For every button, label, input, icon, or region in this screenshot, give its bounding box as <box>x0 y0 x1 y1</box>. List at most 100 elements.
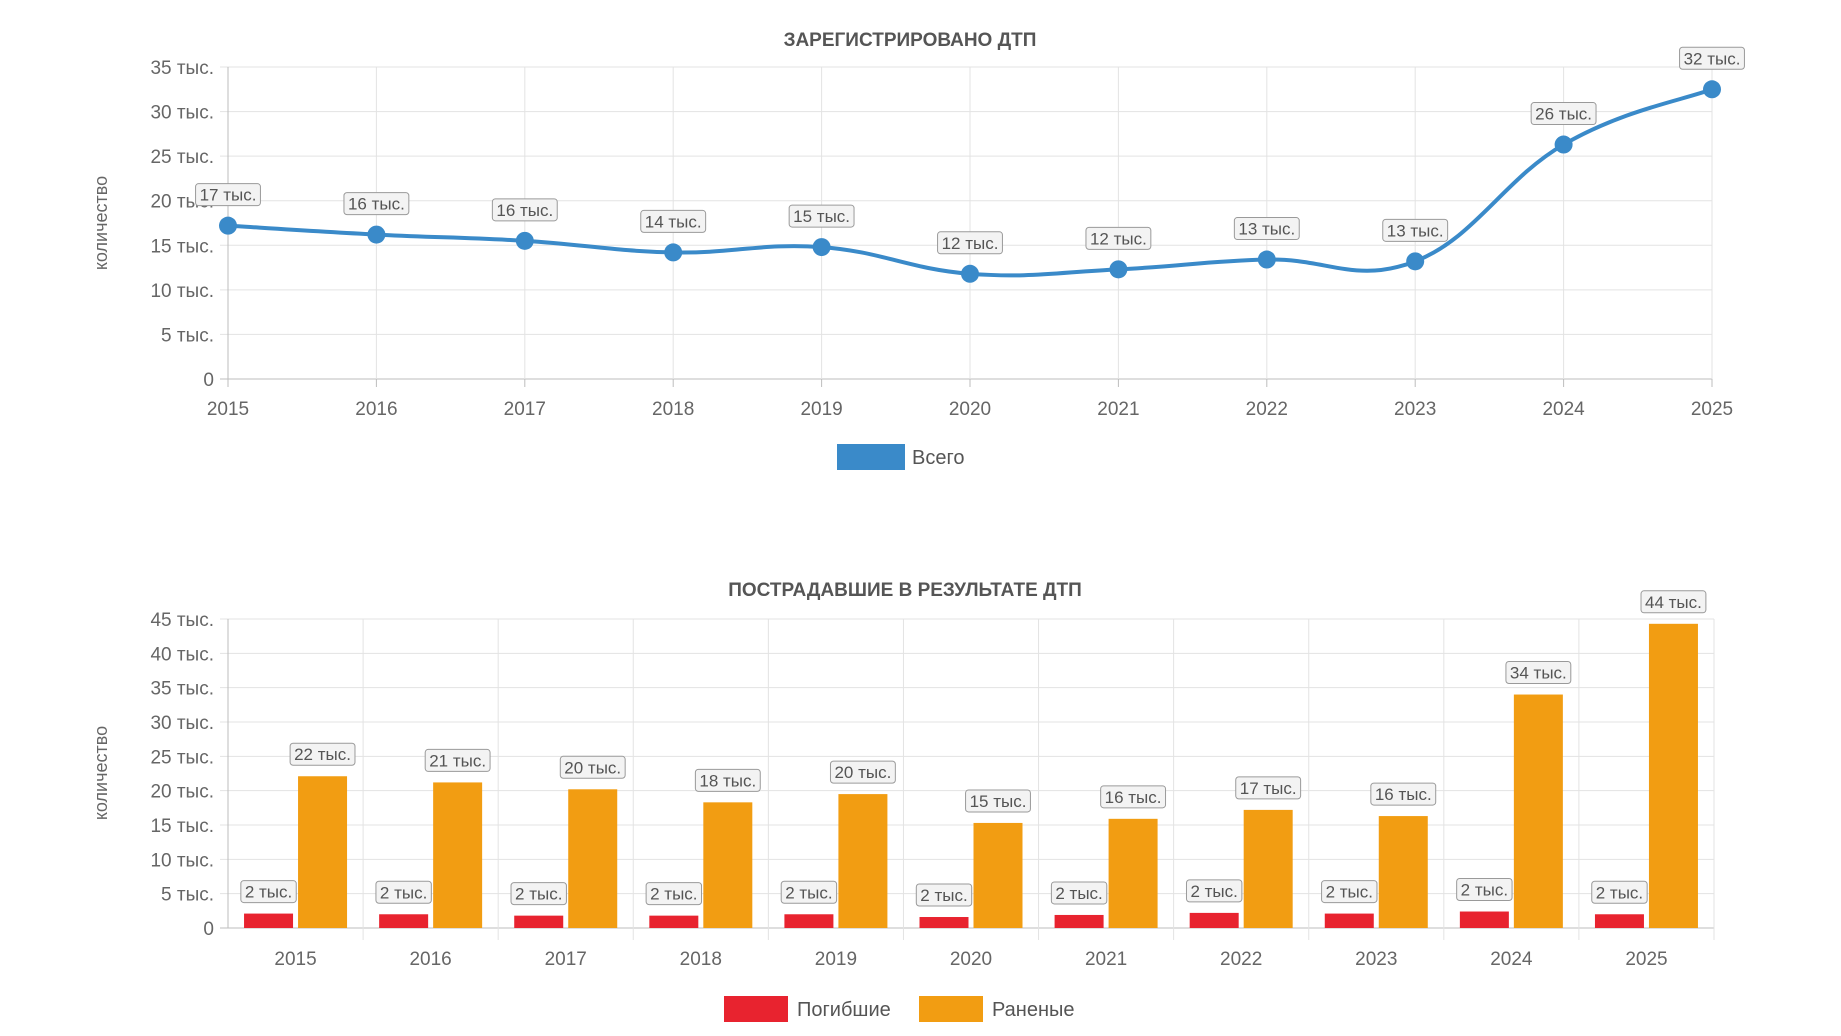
data-label-total-group: 17 тыс. <box>195 183 261 207</box>
data-label-total-box <box>343 192 410 216</box>
data-label-killed: 2 тыс. <box>1190 882 1237 901</box>
data-point-total <box>664 243 683 262</box>
y-tick-label: 30 тыс. <box>150 103 214 124</box>
data-label-killed: 2 тыс. <box>245 883 292 902</box>
data-label-killed-group: 2 тыс. <box>780 880 838 904</box>
bar-injured <box>433 782 483 928</box>
data-label-injured: 17 тыс. <box>1240 779 1297 798</box>
data-label-total: 14 тыс. <box>645 212 702 231</box>
y-tick-label: 15 тыс. <box>150 816 214 837</box>
data-point-total <box>1257 250 1276 269</box>
data-label-injured-box <box>424 748 491 772</box>
data-label-injured-box <box>694 768 761 792</box>
y-tick-label: 10 тыс. <box>150 281 214 302</box>
bar-injured <box>838 794 888 928</box>
data-label-killed: 2 тыс. <box>1596 883 1643 902</box>
y-tick-label: 30 тыс. <box>150 713 214 734</box>
bar-killed <box>1459 911 1509 928</box>
registered-accidents-line-chart: ЗАРЕГИСТРИРОВАНО ДТП количество 0 5 тыс. 10 … <box>91 30 1745 470</box>
data-label-injured-group: 17 тыс. <box>1235 776 1302 800</box>
data-label-killed: 2 тыс. <box>515 885 562 904</box>
bar-injured <box>1378 816 1428 928</box>
data-point-total <box>515 231 534 250</box>
x-tick-label: 2021 <box>1085 949 1127 970</box>
x-tick-label: 2020 <box>950 949 992 970</box>
x-tick-label: 2015 <box>274 949 316 970</box>
x-tick-label: 2016 <box>409 949 451 970</box>
y-axis-title: количество <box>91 176 111 270</box>
bar-killed <box>919 917 969 928</box>
x-tick-label: 2023 <box>1394 399 1436 420</box>
data-label-total-group: 14 тыс. <box>640 209 707 233</box>
data-label-total-group: 12 тыс. <box>937 231 1003 255</box>
data-label-killed-box <box>780 880 838 904</box>
data-label-killed-box <box>915 883 973 907</box>
data-label-injured-group: 20 тыс. <box>559 755 626 779</box>
legend-swatch-total <box>837 444 905 470</box>
data-label-total: 16 тыс. <box>348 195 405 214</box>
y-tick-label: 35 тыс. <box>150 58 214 79</box>
x-tick-label: 2025 <box>1691 399 1733 420</box>
data-label-total-box <box>1233 217 1300 241</box>
data-label-killed: 2 тыс. <box>1326 883 1373 902</box>
y-axis-title: количество <box>91 726 111 820</box>
x-tick-label: 2019 <box>815 949 857 970</box>
data-label-injured: 16 тыс. <box>1375 785 1432 804</box>
chart-title: ПОСТРАДАВШИЕ В РЕЗУЛЬТАТЕ ДТП <box>728 580 1082 601</box>
data-label-total-group: 26 тыс. <box>1530 102 1597 126</box>
data-label-total-group: 32 тыс. <box>1679 46 1745 70</box>
data-label-killed-group: 2 тыс. <box>1321 880 1378 904</box>
bar-injured <box>1108 818 1158 928</box>
data-label-killed-group: 2 тыс. <box>1456 878 1513 902</box>
data-label-total-box <box>788 204 855 228</box>
data-label-injured-group: 16 тыс. <box>1370 782 1437 806</box>
data-label-total-group: 13 тыс. <box>1382 218 1449 242</box>
data-label-killed-box <box>1321 880 1378 904</box>
bar-injured <box>298 776 348 928</box>
data-point-total <box>812 238 831 257</box>
data-label-injured-group: 44 тыс. <box>1640 590 1707 614</box>
data-label-killed-box <box>1050 881 1108 905</box>
bar-killed <box>1054 914 1104 928</box>
data-label-total: 15 тыс. <box>793 207 850 226</box>
legend-swatch-killed <box>724 996 788 1022</box>
data-label-total-box <box>1382 218 1449 242</box>
x-tick-label: 2024 <box>1490 949 1533 970</box>
data-label-total-box <box>1679 46 1745 70</box>
data-label-total: 13 тыс. <box>1238 220 1295 239</box>
data-label-total-box <box>1085 226 1152 250</box>
data-label-killed-box <box>375 880 432 904</box>
data-label-killed: 2 тыс. <box>650 885 697 904</box>
x-tick-label: 2018 <box>652 399 694 420</box>
x-tick-label: 2022 <box>1220 949 1262 970</box>
data-label-total-box <box>195 183 261 207</box>
data-label-total-group: 15 тыс. <box>788 204 855 228</box>
data-label-killed-group: 2 тыс. <box>510 882 567 906</box>
x-tick-label: 2020 <box>949 399 991 420</box>
data-label-injured-box <box>559 755 626 779</box>
x-tick-label: 2021 <box>1097 399 1139 420</box>
data-label-total: 32 тыс. <box>1684 49 1741 68</box>
data-label-total-box <box>491 198 558 222</box>
data-label-total: 12 тыс. <box>942 234 999 253</box>
bar-injured <box>568 789 618 928</box>
data-point-total <box>219 216 237 235</box>
x-tick-label: 2018 <box>680 949 722 970</box>
y-tick-label: 10 тыс. <box>150 850 214 871</box>
data-label-injured-group: 34 тыс. <box>1505 661 1572 685</box>
data-label-killed: 2 тыс. <box>1461 881 1508 900</box>
y-tick-label: 0 <box>203 919 214 940</box>
data-label-total-group: 16 тыс. <box>343 192 410 216</box>
bar-killed <box>244 913 294 928</box>
x-tick-label: 2015 <box>207 399 249 420</box>
bar-killed <box>1189 912 1239 928</box>
data-label-injured: 18 тыс. <box>699 771 756 790</box>
data-label-injured: 16 тыс. <box>1105 788 1162 807</box>
data-label-killed-box <box>240 880 297 904</box>
data-label-killed-group: 2 тыс. <box>1185 879 1243 903</box>
x-tick-label: 2023 <box>1355 949 1397 970</box>
y-tick-label: 40 тыс. <box>150 644 214 665</box>
bar-killed <box>649 915 699 928</box>
data-label-killed: 2 тыс. <box>1055 884 1102 903</box>
